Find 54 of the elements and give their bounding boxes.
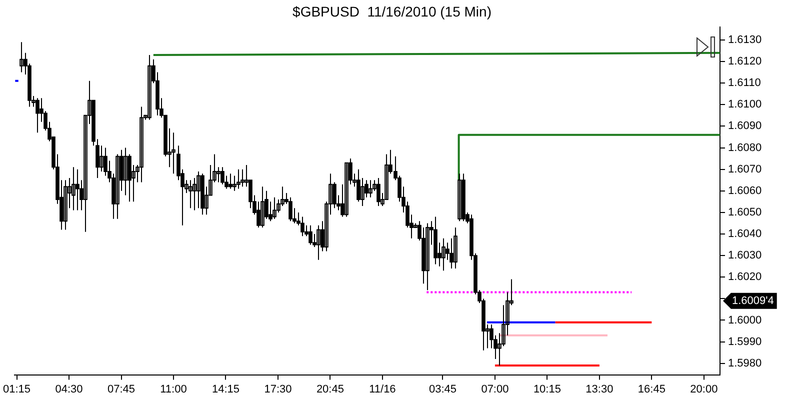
x-tick-label: 20:00 (690, 383, 718, 396)
x-tick-label: 01:15 (3, 383, 31, 396)
candlestick (20, 42, 24, 73)
candlestick (344, 162, 348, 218)
candlestick (124, 147, 128, 196)
y-tick-label: 1.6020 (728, 271, 762, 284)
candlestick (458, 173, 462, 222)
text: 1.6009'4 (732, 294, 774, 307)
candlestick (272, 196, 276, 220)
candlestick (64, 180, 68, 230)
candlestick (442, 238, 446, 272)
x-tick-label: 04:30 (55, 383, 83, 396)
y-tick-label: 1.6080 (728, 142, 762, 154)
x-tick-label: 07:00 (481, 383, 509, 396)
candlestick (188, 180, 192, 209)
candlestick (148, 54, 152, 120)
y-tick-label: 1.6070 (728, 163, 762, 176)
candlestick (368, 180, 372, 198)
candlestick (172, 132, 176, 174)
y-tick-label: 1.6040 (728, 228, 762, 240)
x-tick-label: 13:30 (586, 383, 614, 396)
candlestick (116, 154, 120, 220)
candlestick (236, 168, 240, 190)
y-tick-label: 1.6060 (728, 184, 762, 197)
x-tick-label: 16:45 (638, 383, 666, 396)
y-tick-label: 1.6050 (728, 206, 762, 218)
candlestick (260, 186, 264, 228)
candlestick (240, 168, 244, 188)
candlestick (454, 227, 458, 270)
x-tick-label: 14:15 (212, 383, 240, 396)
x-tick-label: 10:15 (533, 383, 561, 396)
x-tick-label: 03:45 (428, 383, 456, 396)
y-tick-label: 1.5990 (728, 336, 762, 348)
candlestick (140, 106, 144, 183)
x-tick-label: 11:00 (160, 383, 187, 396)
x-tick-label: 17:30 (264, 383, 292, 396)
candlestick (196, 170, 200, 209)
x-tick-label: 20:45 (316, 383, 344, 396)
y-tick-label: 1.6030 (728, 250, 762, 262)
candlestick (360, 177, 364, 206)
x-tick-label: 11/16 (369, 383, 396, 396)
y-tick-label: 1.6130 (728, 34, 762, 46)
candlestick (316, 224, 320, 260)
chart-title: $GBPUSD 11/16/2010 (15 Min) (292, 3, 492, 20)
y-tick-label: 1.6100 (728, 98, 762, 111)
y-tick-label: 1.6000 (728, 314, 762, 326)
x-tick-label: 07:45 (107, 383, 136, 396)
y-tick-label: 1.6120 (728, 56, 762, 68)
y-tick-label: 1.6110 (728, 77, 761, 90)
y-tick-label: 1.5980 (728, 357, 762, 370)
y-tick-label: 1.6090 (728, 120, 762, 132)
candlestick (72, 166, 76, 211)
candlestick (426, 222, 430, 291)
candlestick (100, 145, 104, 172)
